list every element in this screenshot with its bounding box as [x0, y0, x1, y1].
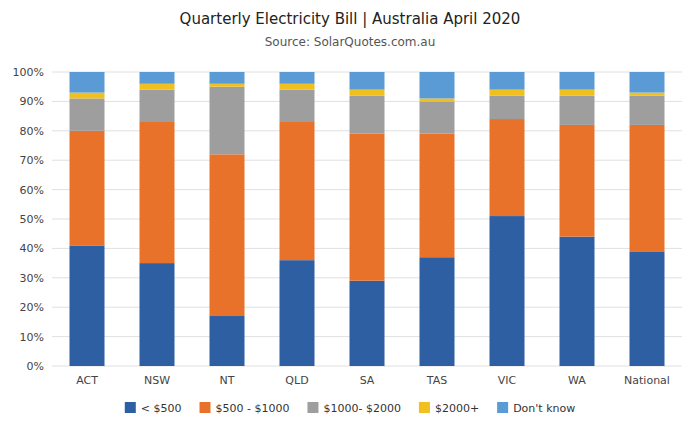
x-tick-label: NSW [144, 374, 170, 387]
bar [350, 96, 385, 134]
bar [560, 237, 595, 366]
bar [140, 72, 175, 84]
bar [210, 316, 245, 366]
grid [52, 72, 682, 366]
y-tick-label: 70% [20, 154, 44, 167]
y-tick-label: 10% [20, 331, 44, 344]
y-tick-label: 40% [20, 242, 44, 255]
bar [210, 87, 245, 155]
legend-item: $500 - $1000 [200, 402, 290, 415]
x-tick-label: NT [220, 374, 235, 387]
bar [70, 93, 105, 99]
bar [630, 93, 665, 96]
bar [630, 125, 665, 251]
bar [490, 96, 525, 120]
legend-swatch [419, 402, 430, 413]
y-tick-label: 20% [20, 301, 44, 314]
y-tick-label: 60% [20, 184, 44, 197]
bar [210, 84, 245, 87]
bar [420, 257, 455, 366]
bar [350, 134, 385, 281]
legend-item: < $500 [125, 402, 182, 415]
legend-swatch [200, 402, 211, 413]
chart: Quarterly Electricity Bill | Australia A… [0, 0, 700, 438]
bars [70, 72, 665, 366]
series [70, 72, 665, 98]
y-tick-label: 80% [20, 125, 44, 138]
legend-swatch [497, 402, 508, 413]
bar [140, 263, 175, 366]
bar [280, 260, 315, 366]
bar [560, 96, 595, 125]
bar [210, 72, 245, 84]
bar [560, 125, 595, 237]
x-axis: ACT NSW NT QLD SA TAS VIC WA National [76, 374, 670, 387]
legend-item: Don't know [497, 402, 575, 415]
bar [420, 101, 455, 133]
bar [70, 131, 105, 246]
bar [70, 72, 105, 93]
bar [630, 96, 665, 125]
bar [140, 122, 175, 263]
bar [630, 251, 665, 366]
x-tick-label: National [624, 374, 670, 387]
legend-label: Don't know [513, 402, 575, 415]
title: Quarterly Electricity Bill | Australia A… [180, 10, 521, 28]
x-tick-label: TAS [426, 374, 447, 387]
bar [350, 281, 385, 366]
legend-label: $1000- $2000 [323, 402, 400, 415]
bar [630, 72, 665, 93]
x-tick-label: QLD [285, 374, 308, 387]
y-tick-label: 0% [27, 360, 44, 373]
legend-label: $2000+ [435, 402, 479, 415]
legend: < $500 $500 - $1000 $1000- $2000 $2000+ Don'… [125, 402, 575, 415]
bar [490, 90, 525, 96]
x-tick-label: ACT [76, 374, 98, 387]
bar [280, 72, 315, 84]
bar [560, 90, 595, 96]
bar [140, 84, 175, 90]
bar [70, 98, 105, 130]
bar [490, 72, 525, 90]
legend-item: $1000- $2000 [307, 402, 400, 415]
y-tick-label: 30% [20, 272, 44, 285]
bar [420, 134, 455, 257]
subtitle: Source: SolarQuotes.com.au [265, 35, 436, 49]
bar [490, 216, 525, 366]
legend-swatch [307, 402, 318, 413]
bar [210, 154, 245, 316]
bar [560, 72, 595, 90]
bar [350, 90, 385, 96]
bar [420, 98, 455, 101]
bar [420, 72, 455, 98]
bar [140, 90, 175, 122]
y-tick-label: 90% [20, 95, 44, 108]
x-tick-label: WA [568, 374, 586, 387]
x-tick-label: VIC [498, 374, 517, 387]
x-tick-label: SA [360, 374, 375, 387]
bar [280, 90, 315, 122]
legend-swatch [125, 402, 136, 413]
bar [70, 245, 105, 366]
bar [490, 119, 525, 216]
series [70, 87, 665, 155]
y-axis: 0% 10% 20% 30% 40% 50% 60% 70% 80% 90% 100% [13, 66, 44, 373]
series [70, 119, 665, 316]
y-tick-label: 50% [20, 213, 44, 226]
legend-label: $500 - $1000 [216, 402, 290, 415]
legend-item: $2000+ [419, 402, 479, 415]
bar [350, 72, 385, 90]
bar [280, 122, 315, 260]
y-tick-label: 100% [13, 66, 44, 79]
bar [280, 84, 315, 90]
legend-label: < $500 [141, 402, 182, 415]
